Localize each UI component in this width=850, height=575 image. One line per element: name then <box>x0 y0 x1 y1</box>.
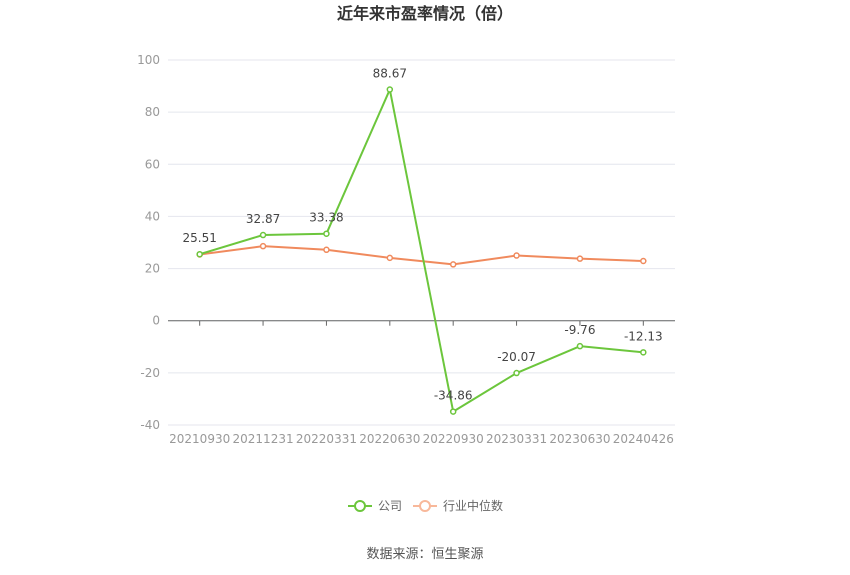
data-point-industry-median[interactable] <box>386 254 394 262</box>
y-tick-label: 40 <box>145 209 160 223</box>
y-tick-label: 80 <box>145 105 160 119</box>
data-label-company: -20.07 <box>497 350 536 364</box>
grid-lines <box>168 59 675 426</box>
series-line-company <box>199 88 644 413</box>
y-axis-ticks: 100 80 60 40 20 0 -20 -40 <box>137 53 160 432</box>
data-point-company[interactable] <box>449 408 457 415</box>
x-axis: 20210930 20211231 20220331 20220630 20220930… <box>168 320 675 446</box>
data-label-company: -12.13 <box>624 329 663 343</box>
y-tick-label: -40 <box>140 418 160 432</box>
x-tick-label: 20220930 <box>423 432 484 446</box>
legend-label-industry-median: 行业中位数 <box>443 498 503 513</box>
x-tick-label: 20220630 <box>359 432 420 446</box>
y-tick-label: 100 <box>137 53 160 67</box>
data-source-note: 数据来源：恒生聚源 <box>366 547 483 562</box>
data-point-industry-median[interactable] <box>449 261 457 268</box>
x-tick-label: 20211231 <box>233 432 294 446</box>
y-tick-label: -20 <box>140 366 160 380</box>
data-label-company: 33.38 <box>309 211 343 225</box>
data-label-company: -34.86 <box>434 389 473 403</box>
data-point-company[interactable] <box>259 231 267 239</box>
data-point-industry-median[interactable] <box>323 246 330 254</box>
data-label-company: 32.87 <box>246 212 280 226</box>
data-point-company[interactable] <box>576 342 584 350</box>
y-tick-label: 60 <box>145 157 160 171</box>
legend-label-company: 公司 <box>378 499 402 513</box>
x-tick-label: 20220331 <box>296 432 357 446</box>
data-label-company: 88.67 <box>373 67 407 81</box>
data-point-company[interactable] <box>640 349 647 356</box>
legend-swatch-industry-marker <box>419 500 431 512</box>
series-layer <box>196 86 647 415</box>
legend-item-company[interactable]: 公司 <box>348 499 402 513</box>
data-point-company[interactable] <box>513 369 520 377</box>
series-line-industry-median <box>199 245 644 266</box>
x-tick-label: 20230331 <box>486 432 547 446</box>
x-tick-label: 20230630 <box>549 432 610 446</box>
data-label-company: -9.76 <box>564 323 595 337</box>
data-point-industry-median[interactable] <box>640 257 647 265</box>
legend-item-industry-median[interactable]: 行业中位数 <box>413 498 503 513</box>
data-label-company: 25.51 <box>183 231 217 245</box>
y-tick-label: 20 <box>145 262 160 276</box>
data-point-company[interactable] <box>196 250 203 258</box>
legend-swatch-company-marker <box>354 500 366 512</box>
x-tick-label: 20240426 <box>613 432 674 446</box>
legend: 公司 行业中位数 <box>348 498 503 513</box>
data-point-industry-median[interactable] <box>513 252 520 259</box>
data-point-industry-median[interactable] <box>576 255 584 262</box>
y-tick-label: 0 <box>152 314 160 328</box>
data-point-company[interactable] <box>323 230 330 237</box>
data-point-industry-median[interactable] <box>259 242 267 250</box>
data-labels: 25.51 32.87 33.38 88.67 -34.86 -20.07 -9.76 -12… <box>183 67 663 403</box>
chart-title: 近年来市盈率情况（倍） <box>337 4 513 23</box>
x-tick-label: 20210930 <box>169 432 230 446</box>
data-point-company[interactable] <box>386 86 394 93</box>
